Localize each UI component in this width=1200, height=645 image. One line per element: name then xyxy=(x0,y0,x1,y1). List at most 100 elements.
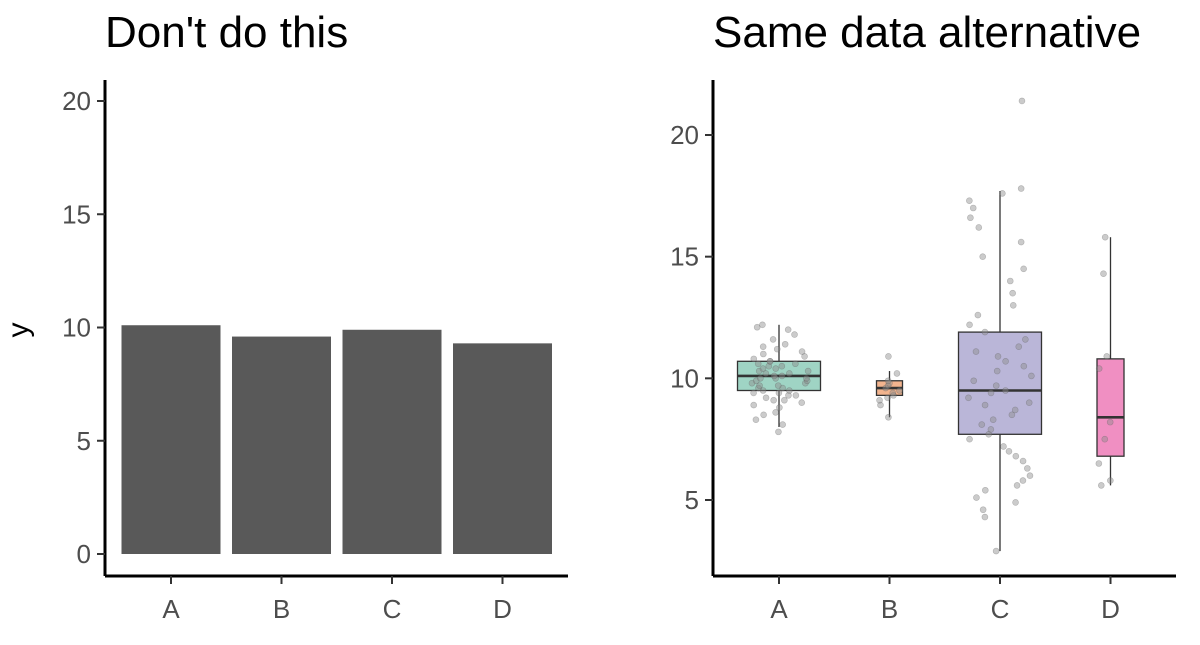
data-point-C xyxy=(1013,482,1021,489)
data-point-A xyxy=(770,396,777,404)
data-point-A xyxy=(753,323,761,331)
data-point-A xyxy=(759,365,767,372)
box-plot-title: Same data alternative xyxy=(713,8,1141,57)
bar-chart-panel: Don't do this y 0 5 10 15 20 A B C D xyxy=(2,8,568,624)
data-point-C xyxy=(970,377,978,385)
data-point-A xyxy=(772,409,779,416)
data-point-B xyxy=(885,353,892,360)
box-D xyxy=(1096,237,1125,486)
data-point-A xyxy=(803,377,811,385)
bar-D xyxy=(453,343,552,554)
data-point-A xyxy=(750,389,757,397)
data-point-A xyxy=(786,387,793,394)
data-point-A xyxy=(786,370,793,377)
y-tick-label: 15 xyxy=(670,242,699,272)
data-point-A xyxy=(802,379,809,387)
data-point-D xyxy=(1107,477,1114,484)
data-point-C xyxy=(972,348,980,355)
x-tick-label: C xyxy=(991,594,1010,624)
box-plot-boxes xyxy=(736,190,1125,552)
data-point-A xyxy=(781,396,788,404)
y-tick-label: 20 xyxy=(670,120,699,150)
data-point-D xyxy=(1095,460,1103,467)
data-point-A xyxy=(752,377,760,385)
bar-chart-y-axis-title: y xyxy=(2,323,35,338)
data-point-A xyxy=(760,411,767,419)
data-point-A xyxy=(804,367,812,375)
data-point-C xyxy=(981,401,989,409)
data-point-C xyxy=(966,321,973,329)
data-point-A xyxy=(762,370,770,377)
data-point-C xyxy=(1008,411,1016,419)
data-point-C xyxy=(969,204,977,212)
data-point-A xyxy=(798,348,806,355)
data-point-A xyxy=(757,375,764,382)
y-tick-label: 15 xyxy=(62,199,91,229)
data-point-B xyxy=(884,377,892,385)
data-point-A xyxy=(755,384,762,392)
bar-B xyxy=(232,336,331,554)
data-point-D xyxy=(1106,418,1114,426)
data-point-C xyxy=(965,394,972,402)
data-point-C xyxy=(1006,277,1014,285)
data-point-A xyxy=(781,340,789,348)
data-point-A xyxy=(770,372,778,380)
box-plot-panel: Same data alternative 5 10 15 20 A B C D xyxy=(670,8,1176,624)
bar-chart-bars xyxy=(121,325,552,554)
data-point-C xyxy=(1020,362,1028,370)
data-point-C xyxy=(967,214,974,222)
data-point-B xyxy=(884,394,891,402)
y-tick-label: 10 xyxy=(62,313,91,343)
data-point-A xyxy=(775,428,782,436)
data-point-C xyxy=(966,435,973,443)
data-point-C xyxy=(1020,265,1027,273)
box-plot-points xyxy=(748,97,1114,555)
data-point-A xyxy=(759,387,767,394)
data-point-C xyxy=(1011,406,1019,414)
data-point-C xyxy=(1026,472,1034,479)
bar-C xyxy=(342,329,442,554)
data-point-C xyxy=(999,190,1006,197)
data-point-A xyxy=(766,357,774,365)
data-point-C xyxy=(1017,238,1025,246)
data-point-B xyxy=(889,389,897,397)
data-point-A xyxy=(801,353,808,360)
box-body xyxy=(957,331,1043,435)
data-point-B xyxy=(882,384,889,392)
x-tick-label: C xyxy=(383,594,402,624)
data-point-C xyxy=(1022,336,1029,343)
data-point-B xyxy=(885,413,892,421)
data-point-C xyxy=(1009,302,1017,309)
data-point-A xyxy=(779,421,786,428)
data-point-C xyxy=(1018,97,1026,105)
x-tick-label: A xyxy=(770,594,788,624)
data-point-C xyxy=(1019,477,1027,484)
y-tick-label: 5 xyxy=(685,485,699,515)
data-point-C xyxy=(975,224,983,231)
data-point-C xyxy=(966,197,973,204)
data-point-C xyxy=(978,421,986,428)
x-tick-label: B xyxy=(273,594,290,624)
x-tick-label: A xyxy=(162,594,180,624)
data-point-A xyxy=(752,416,760,424)
data-point-C xyxy=(992,382,1000,389)
data-point-A xyxy=(791,331,798,338)
data-point-A xyxy=(769,336,777,343)
data-point-C xyxy=(1017,185,1025,192)
y-tick-label: 20 xyxy=(62,86,91,116)
data-point-C xyxy=(987,426,995,433)
data-point-C xyxy=(973,494,980,501)
y-tick-label: 0 xyxy=(77,539,91,569)
data-point-A xyxy=(779,384,786,392)
data-point-D xyxy=(1101,435,1109,443)
data-point-D xyxy=(1095,365,1103,372)
data-point-C xyxy=(1002,357,1009,365)
data-point-A xyxy=(785,392,792,399)
data-point-A xyxy=(784,326,792,333)
bar-A xyxy=(121,325,221,554)
data-point-A xyxy=(803,375,810,382)
data-point-C xyxy=(1019,457,1027,465)
data-point-D xyxy=(1103,353,1111,360)
box-plot-x-axis: A B C D xyxy=(713,574,1176,624)
